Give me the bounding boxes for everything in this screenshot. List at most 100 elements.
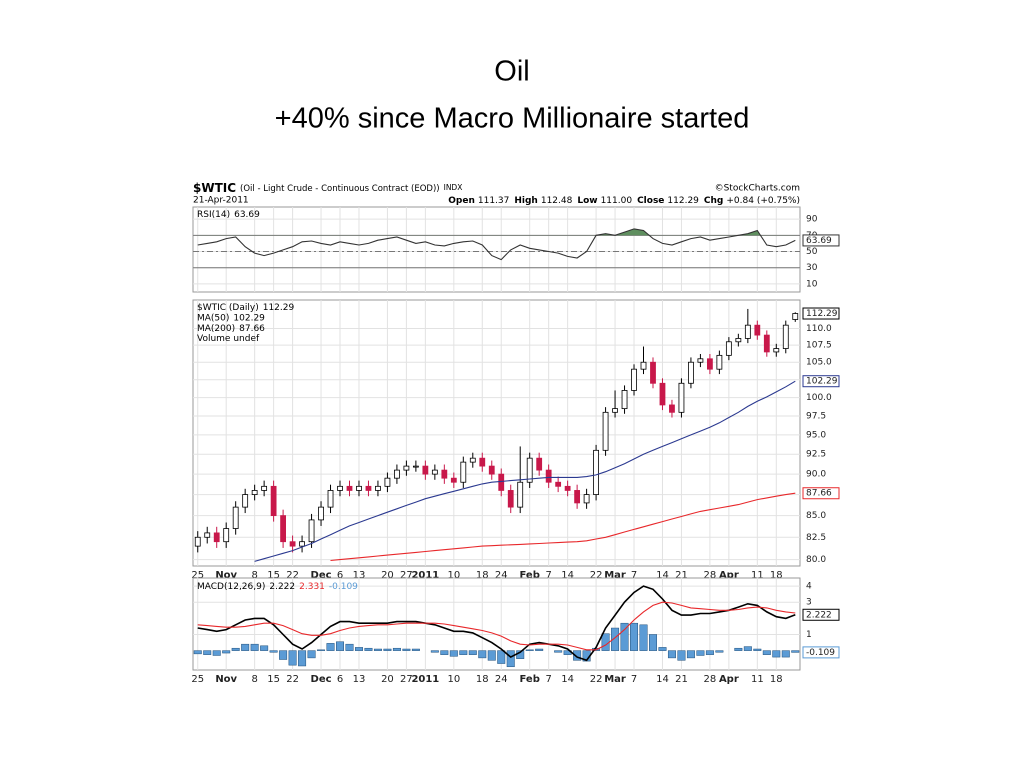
value-box	[802, 646, 840, 659]
x-tick-label: Feb	[520, 674, 540, 685]
y-tick-label: 82.5	[806, 533, 826, 543]
candle-body	[678, 382, 685, 413]
histogram-bar	[715, 650, 724, 653]
y-tick-label: 110.0	[806, 324, 832, 334]
histogram-bar	[620, 622, 629, 651]
candle-body	[564, 485, 571, 491]
y-tick-label: 90.0	[806, 470, 826, 480]
x-tick-label: 18	[476, 570, 489, 581]
histogram-bar	[762, 650, 771, 655]
x-tick-label: 28	[704, 570, 717, 581]
candle-body	[583, 494, 590, 504]
candle-body	[754, 324, 761, 336]
candle-body	[697, 358, 704, 363]
x-tick-label: 20	[381, 570, 394, 581]
candle-body	[488, 465, 495, 475]
legend-volume: Volume undef	[197, 334, 260, 344]
y-tick-label: 4	[806, 582, 812, 592]
change-label: Chg	[704, 196, 723, 206]
legend: MACD(12,26,9) 2.222 2.331 -0.109	[197, 582, 358, 592]
y-tick-label: 85.0	[806, 511, 826, 521]
candle-body	[232, 506, 239, 529]
x-tick-label: Dec	[311, 674, 332, 685]
candle-body	[706, 358, 713, 370]
x-tick-label: 8	[251, 674, 257, 685]
value-box	[802, 375, 840, 388]
series-line	[254, 380, 796, 562]
x-tick-label: 27	[400, 570, 413, 581]
histogram-bar	[430, 650, 439, 653]
x-tick-label: 2011	[411, 674, 439, 685]
histogram-bar	[667, 650, 676, 659]
quote-line: Open 111.37 High 112.48 Low 111.00 Close 112.29…	[448, 196, 800, 206]
histogram-bar	[639, 624, 648, 651]
candle-body	[261, 485, 268, 491]
histogram-bar	[696, 650, 705, 656]
x-tick-label: 2011	[411, 570, 439, 581]
candle-body	[593, 449, 599, 495]
candle-body	[412, 465, 419, 468]
x-tick-label: 21	[675, 570, 688, 581]
histogram-bar	[611, 627, 620, 651]
histogram-bar	[364, 647, 373, 651]
histogram-bar	[354, 647, 363, 651]
histogram-bar	[573, 650, 582, 661]
histogram-bar	[193, 650, 202, 655]
x-tick-label: 22	[286, 570, 299, 581]
x-tick-label: 14	[561, 570, 574, 581]
candle-body	[308, 519, 315, 543]
legend-value: 2.222	[269, 582, 295, 592]
x-tick-label: 7	[631, 570, 637, 581]
x-tick-label: Feb	[520, 570, 540, 581]
histogram-bar	[772, 650, 781, 658]
change-value: +0.84 (+0.75%)	[726, 196, 800, 206]
x-tick-label: 15	[267, 570, 280, 581]
x-tick-label: 7	[545, 674, 551, 685]
candle-body	[716, 354, 723, 370]
series-line	[197, 228, 796, 261]
x-tick-label: 10	[447, 674, 460, 685]
legend-name: RSI(14)	[197, 210, 230, 220]
x-tick-label: Dec	[311, 570, 332, 581]
quote-label: Close	[637, 196, 664, 206]
panel-frame	[192, 206, 801, 293]
y-tick-label: 90	[806, 215, 818, 225]
histogram-bar	[392, 647, 401, 651]
header-line: $WTIC (Oil - Light Crude - Continuous Con…	[193, 181, 462, 195]
slide-title: Oil	[494, 56, 529, 88]
candle-body	[735, 338, 742, 343]
quote-value: 111.37	[478, 196, 510, 206]
candle-body	[517, 481, 524, 508]
histogram-bar	[260, 645, 269, 651]
y-tick-label: 100.0	[806, 393, 832, 403]
y-tick-label: 105.0	[806, 358, 832, 368]
x-tick-label: 22	[590, 570, 603, 581]
legend-name: MA(200)	[197, 324, 235, 334]
candle-body	[640, 361, 647, 370]
value-box	[802, 608, 840, 621]
x-tick-label: 14	[656, 674, 669, 685]
histogram-bar	[630, 622, 639, 651]
candle-body	[631, 368, 637, 391]
value-box-label: -0.109	[806, 648, 835, 658]
candle-body	[612, 408, 618, 413]
histogram-bar	[525, 649, 534, 651]
x-tick-label: Apr	[719, 674, 739, 685]
x-tick-label: 21	[675, 674, 688, 685]
histogram-bar	[279, 650, 288, 660]
x-tick-label: 14	[561, 674, 574, 685]
candle-body	[375, 485, 381, 491]
histogram-bar	[402, 648, 411, 651]
candle-body	[526, 457, 533, 483]
legend-value: 112.29	[263, 303, 295, 313]
y-tick-label: 92.5	[806, 450, 826, 460]
series-line	[197, 585, 796, 662]
histogram-bar	[231, 647, 240, 651]
histogram-bar	[487, 650, 496, 661]
histogram-bar	[677, 650, 686, 661]
x-tick-label: 18	[770, 674, 783, 685]
x-tick-label: 22	[286, 674, 299, 685]
value-box	[802, 234, 840, 247]
legend-label: MACD(12,26,9)	[197, 582, 265, 592]
candle-body	[450, 477, 457, 483]
